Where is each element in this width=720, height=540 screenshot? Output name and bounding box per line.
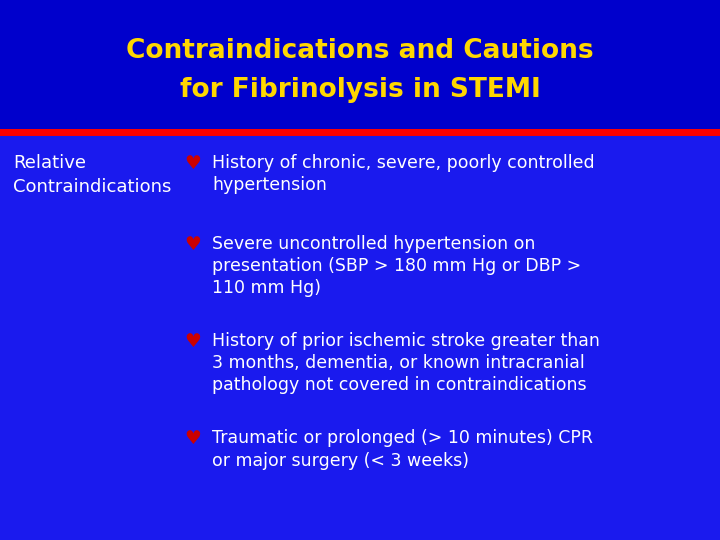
Text: ♥: ♥	[184, 429, 202, 448]
Text: ♥: ♥	[184, 332, 202, 351]
Text: for Fibrinolysis in STEMI: for Fibrinolysis in STEMI	[179, 77, 541, 103]
Text: Contraindications and Cautions: Contraindications and Cautions	[126, 38, 594, 64]
FancyBboxPatch shape	[0, 0, 720, 132]
Text: History of chronic, severe, poorly controlled
hypertension: History of chronic, severe, poorly contr…	[212, 154, 595, 194]
Text: History of prior ischemic stroke greater than
3 months, dementia, or known intra: History of prior ischemic stroke greater…	[212, 332, 600, 395]
Text: ♥: ♥	[184, 154, 202, 173]
Text: Severe uncontrolled hypertension on
presentation (SBP > 180 mm Hg or DBP >
110 m: Severe uncontrolled hypertension on pres…	[212, 235, 582, 298]
Text: ♥: ♥	[184, 235, 202, 254]
Text: Relative
Contraindications: Relative Contraindications	[13, 154, 171, 195]
Text: Traumatic or prolonged (> 10 minutes) CPR
or major surgery (< 3 weeks): Traumatic or prolonged (> 10 minutes) CP…	[212, 429, 593, 469]
